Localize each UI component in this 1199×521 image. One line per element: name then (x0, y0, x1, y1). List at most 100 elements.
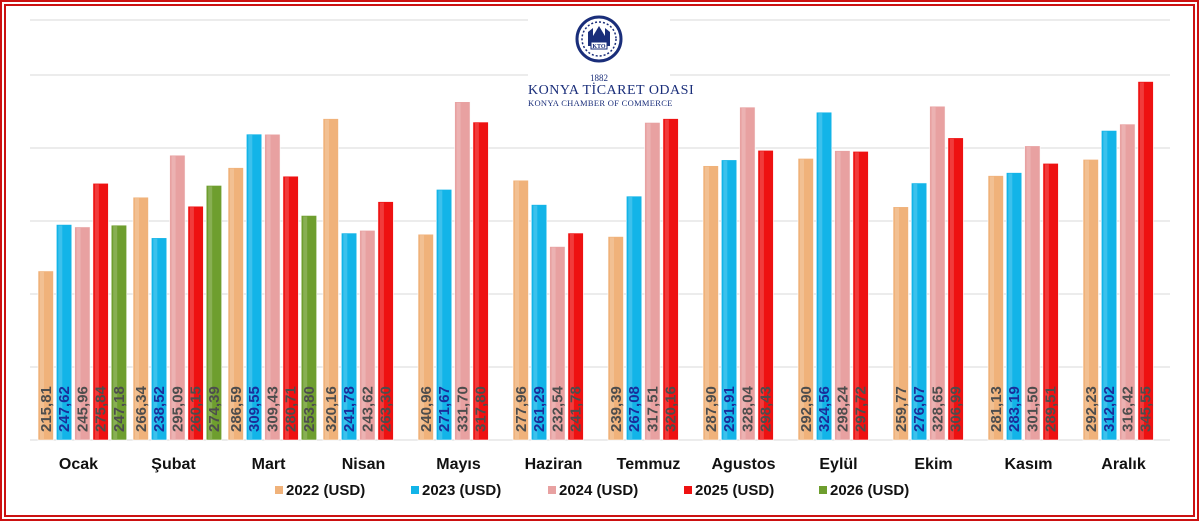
bar-highlight (741, 108, 746, 440)
bar-şubat-2023 (151, 237, 168, 441)
data-label: 295,09 (169, 386, 186, 432)
bar-temmuz-2024 (644, 122, 661, 441)
legend-swatch (684, 486, 692, 494)
bar-eylül-2024 (834, 150, 851, 441)
data-label: 297,72 (853, 386, 870, 432)
bar-mayıs-2022 (417, 233, 434, 441)
data-label: 324,56 (816, 386, 833, 432)
bar-nisan-2024 (359, 230, 376, 441)
bar-highlight (1121, 125, 1126, 440)
bar-highlight (990, 176, 994, 439)
category-label: Aralık (1101, 456, 1146, 473)
bar-highlight (303, 216, 308, 439)
data-label: 271,67 (436, 386, 453, 432)
category-label: Şubat (151, 456, 196, 473)
data-label: 241,78 (568, 386, 585, 432)
bar-highlight (664, 119, 669, 439)
data-label: 328,65 (929, 386, 946, 432)
legend-swatch (411, 486, 419, 494)
bar-kasım-2022 (987, 175, 1004, 441)
bar-nisan-2022 (322, 118, 339, 441)
bar-highlight (420, 235, 424, 439)
bar-ocak-2023 (55, 224, 73, 441)
bars: 215,81 247,62 245,96 275,84 247,18 266,34 238,… (37, 81, 1155, 441)
bar-highlight (931, 107, 936, 440)
bar-highlight (1139, 82, 1144, 439)
data-label: 276,07 (911, 386, 928, 432)
data-label: 253,80 (301, 386, 318, 432)
category-axis: Ocak Şubat Mart Nisan Mayıs Haziran Temmuz Agus… (59, 456, 1146, 473)
bar-highlight (1103, 131, 1108, 439)
bar-aralık-2023 (1101, 130, 1118, 441)
data-label: 306,99 (948, 386, 965, 432)
data-label: 316,42 (1119, 386, 1136, 432)
bar-mart-2025 (282, 175, 299, 441)
data-label: 301,50 (1024, 386, 1041, 432)
bar-ekim-2024 (929, 105, 946, 441)
data-label: 263,30 (378, 386, 395, 432)
data-label: 283,19 (1006, 386, 1023, 432)
bar-highlight (836, 151, 841, 440)
bar-eylül-2023 (815, 111, 833, 441)
data-label: 243,62 (359, 386, 376, 432)
bar-highlight (1008, 173, 1013, 439)
data-label: 317,80 (473, 386, 490, 432)
bar-nisan-2025 (377, 201, 394, 441)
bar-ocak-2024 (74, 226, 91, 441)
data-label: 247,18 (111, 386, 128, 432)
category-label: Mart (252, 456, 286, 473)
bar-highlight (628, 197, 633, 439)
data-label: 292,23 (1083, 386, 1100, 432)
bar-kasım-2024 (1024, 145, 1041, 441)
kto-logo: KTO 1882 KONYA TİCARET ODASI KONYA CHAMB… (528, 12, 695, 112)
bar-highlight (135, 198, 139, 439)
data-label: 317,51 (644, 386, 661, 432)
bar-highlight (284, 177, 289, 440)
bar-highlight (646, 123, 651, 440)
data-label: 331,70 (454, 386, 471, 432)
bar-aralık-2024 (1119, 123, 1136, 441)
bar-highlight (723, 160, 728, 439)
bar-agustos-2023 (720, 159, 738, 441)
bar-highlight (361, 231, 366, 439)
data-label: 232,54 (549, 385, 566, 432)
bar-ocak-2025 (92, 182, 109, 441)
bar-highlight (818, 113, 823, 440)
bar-şubat-2022 (132, 196, 149, 441)
legend-swatch (819, 486, 827, 494)
bar-ocak-2026 (110, 224, 127, 441)
data-label: 240,96 (418, 386, 435, 432)
bar-highlight (1085, 160, 1089, 440)
bar-highlight (456, 102, 461, 439)
data-label: 291,91 (721, 386, 738, 432)
data-label: 309,43 (264, 386, 281, 432)
bar-aralık-2025 (1137, 81, 1154, 441)
data-label: 292,90 (798, 386, 815, 432)
bar-mayıs-2023 (435, 189, 453, 441)
bar-agustos-2024 (739, 106, 756, 441)
bar-temmuz-2022 (607, 236, 624, 441)
logo-title: KONYA TİCARET ODASI (528, 83, 695, 98)
bar-highlight (551, 247, 556, 439)
logo-year: 1882 (590, 73, 608, 83)
data-label: 281,13 (988, 386, 1005, 432)
category-label: Mayıs (436, 456, 481, 473)
bar-temmuz-2025 (662, 118, 679, 441)
data-label: 289,51 (1043, 386, 1060, 432)
category-label: Nisan (342, 456, 386, 473)
bar-highlight (153, 238, 158, 439)
bar-şubat-2026 (205, 185, 222, 441)
bar-eylül-2022 (797, 158, 814, 441)
legend-swatch (548, 486, 556, 494)
bar-highlight (343, 234, 348, 439)
category-label: Agustos (712, 456, 776, 473)
data-label: 274,39 (206, 386, 223, 432)
bar-mart-2024 (264, 133, 281, 441)
bar-highlight (438, 190, 443, 439)
bar-haziran-2023 (530, 204, 548, 441)
bar-haziran-2024 (549, 246, 566, 441)
bar-mart-2022 (227, 167, 244, 441)
bar-highlight (94, 184, 99, 439)
kto-emblem-text: KTO (592, 44, 606, 50)
category-label: Haziran (525, 456, 583, 473)
